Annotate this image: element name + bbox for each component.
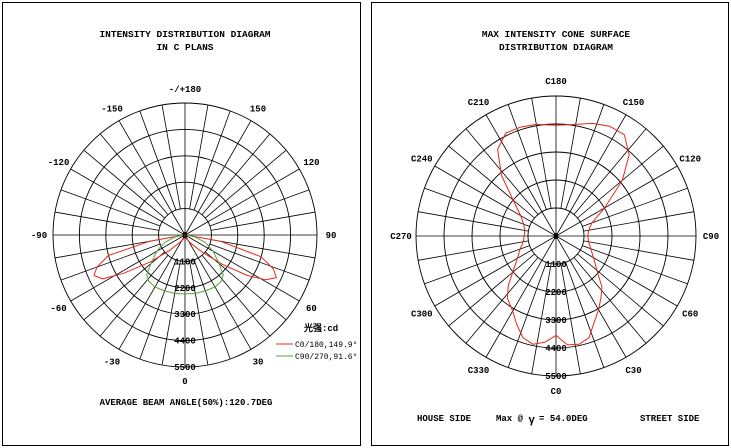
angle-label: -120: [48, 158, 70, 168]
series-line: [146, 234, 224, 295]
angle-label: 120: [303, 158, 319, 168]
radial-label: 5500: [174, 363, 196, 373]
series-line: [497, 122, 630, 346]
radial-labels: 0 1100 2200 3300 4400 5500: [174, 231, 196, 373]
angle-label: 150: [250, 105, 266, 115]
grid-spoke: [434, 165, 557, 237]
angle-label: C120: [679, 155, 701, 165]
chart-title-line-2: DISTRIBUTION DIAGRAM: [499, 42, 613, 53]
angle-labels: C0 C30 C60 C90 C120 C150 C180 C210 C240 C270 C300 C…: [390, 77, 719, 397]
angle-label: C240: [411, 155, 433, 165]
angle-label: C300: [411, 310, 433, 320]
angle-label: -90: [31, 231, 47, 241]
grid-ring: [52, 102, 318, 368]
radial-labels: 0 1100 2200 3300 4400 5500: [545, 232, 567, 382]
grid-spoke: [555, 114, 627, 237]
street-side-label: STREET SIDE: [640, 414, 700, 424]
angle-labels: 0 30 60 90 120 150 -/+180 -150 -120 -90 -60 -30: [31, 85, 337, 387]
grid-ring: [78, 128, 292, 342]
grid-spoke: [70, 234, 186, 302]
grid-spoke: [485, 235, 557, 358]
radial-label: 4400: [545, 344, 567, 354]
angle-label: 30: [253, 357, 264, 367]
unit-label: 光强:cd: [303, 322, 338, 334]
angle-label: -60: [50, 304, 66, 314]
angle-label: C270: [390, 232, 412, 242]
angle-label: C210: [468, 98, 490, 108]
chart-title-line-1: MAX INTENSITY CONE SURFACE: [482, 29, 631, 40]
angle-label: -30: [104, 357, 120, 367]
radial-label: 1100: [174, 257, 196, 267]
radial-label: 1100: [545, 260, 567, 270]
angle-label: C60: [682, 310, 698, 320]
grid-ring: [527, 207, 585, 265]
grid-spoke: [184, 168, 300, 236]
grid-ring: [471, 151, 641, 321]
radial-label: 5500: [545, 372, 567, 382]
left-polar-chart-panel: INTENSITY DISTRIBUTION DIAGRAM IN C PLAN…: [2, 2, 361, 446]
series-line: [93, 234, 277, 281]
angle-label: C150: [623, 98, 645, 108]
chart-title-line-2: IN C PLANS: [156, 42, 213, 53]
grid-spoke: [118, 234, 186, 350]
angle-label: C0: [551, 387, 562, 397]
radial-label: 4400: [174, 337, 196, 347]
grid-spoke: [184, 120, 252, 236]
angle-label: -/+180: [169, 85, 201, 95]
beam-angle-footer: AVERAGE BEAM ANGLE(50%):120.7DEG: [100, 398, 273, 408]
house-side-label: HOUSE SIDE: [417, 414, 472, 424]
angle-label: 90: [326, 231, 337, 241]
grid-spoke: [70, 168, 186, 236]
radial-label: 0: [553, 232, 558, 242]
angle-label: 0: [182, 377, 187, 387]
chart-title-line-1: INTENSITY DISTRIBUTION DIAGRAM: [99, 29, 270, 40]
grid-ring: [131, 181, 239, 289]
series-curves: [497, 122, 630, 346]
angle-label: C180: [545, 77, 567, 87]
radial-label: 2200: [174, 284, 196, 294]
intensity-distribution-chart: INTENSITY DISTRIBUTION DIAGRAM IN C PLAN…: [31, 29, 358, 408]
grid-ring: [105, 155, 265, 315]
angle-label: C90: [703, 232, 719, 242]
legend-label-c0: C0/180,149.9°: [295, 341, 357, 350]
cone-surface-chart: MAX INTENSITY CONE SURFACE DISTRIBUTION …: [390, 29, 719, 427]
angle-label: -150: [101, 105, 123, 115]
grid-ring: [415, 95, 697, 377]
grid-spoke: [118, 120, 186, 236]
grid-ring: [158, 208, 212, 262]
series-curves: [93, 234, 277, 295]
grid-spoke: [434, 235, 557, 307]
polar-grid: [415, 95, 697, 377]
grid-spoke: [555, 235, 627, 358]
grid-ring: [499, 179, 613, 293]
legend-label-c90: C90/270,91.6°: [295, 353, 357, 362]
grid-spoke: [184, 234, 252, 350]
angle-label: C30: [625, 366, 641, 376]
grid-ring: [443, 123, 669, 349]
grid-spoke: [485, 114, 557, 237]
radial-label: 2200: [545, 288, 567, 298]
angle-label: 60: [306, 304, 317, 314]
angle-label: C330: [468, 366, 490, 376]
radial-label: 3300: [174, 310, 196, 320]
radial-label: 3300: [545, 316, 567, 326]
radial-label: 0: [182, 231, 187, 241]
grid-spoke: [184, 234, 300, 302]
grid-spoke: [555, 165, 678, 237]
grid-spoke: [555, 235, 678, 307]
max-label: Max @ γ = 54.0DEG: [496, 414, 588, 427]
right-polar-chart-panel: MAX INTENSITY CONE SURFACE DISTRIBUTION …: [371, 2, 729, 446]
